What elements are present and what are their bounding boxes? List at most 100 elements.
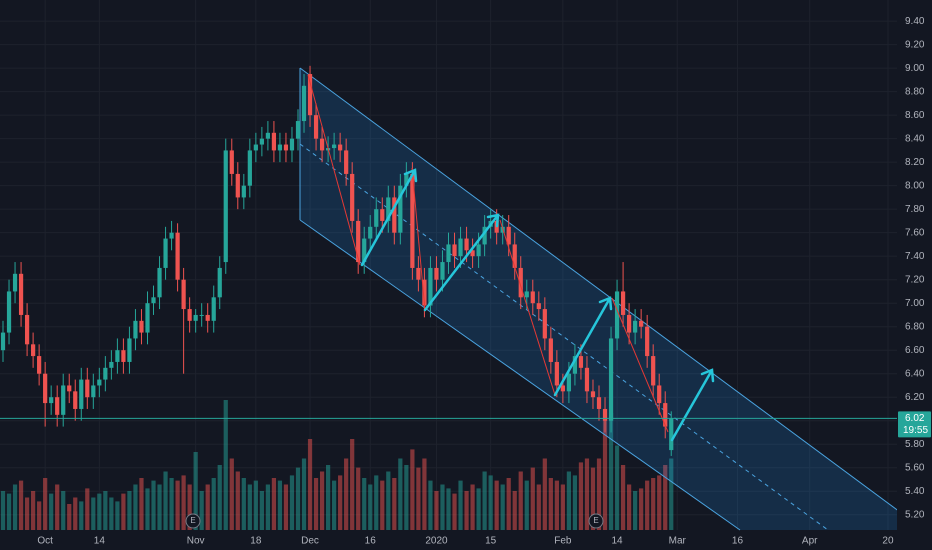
candle-body [259, 138, 264, 145]
volume-bar [139, 478, 144, 530]
candle-body [639, 320, 644, 327]
candle-body [602, 408, 608, 421]
candle-body [554, 361, 559, 386]
y-tick-label: 7.00 [905, 298, 925, 309]
candle-body [614, 291, 620, 339]
volume-bar [669, 458, 674, 530]
x-tick-label: Apr [802, 536, 818, 547]
candle-body [187, 309, 192, 321]
candles [0, 65, 674, 456]
candle-body [211, 297, 216, 321]
candle-body [43, 373, 48, 404]
candle-body [398, 185, 403, 233]
volume-bar [500, 484, 505, 530]
volume-bar [307, 439, 313, 530]
volume-bar [73, 497, 78, 530]
volume-bar [380, 480, 385, 530]
volume-bar [332, 480, 337, 530]
candle-body [356, 220, 361, 263]
candle-body [229, 150, 234, 174]
volume-bar [259, 491, 264, 530]
candle-body [560, 385, 565, 392]
volume-bar [344, 458, 349, 530]
candle-body [645, 326, 650, 357]
candle-body [476, 244, 481, 257]
candle-body [428, 267, 433, 306]
volume-bar [626, 484, 632, 530]
volume-bar [663, 465, 668, 530]
candle-body [338, 144, 343, 151]
volume-bar [560, 484, 565, 530]
y-tick-label: 5.60 [905, 462, 925, 473]
volume-bar [157, 484, 162, 530]
volume-bar [578, 462, 584, 530]
price-tag [898, 411, 931, 438]
volume-bar [392, 478, 397, 530]
y-tick-label: 7.80 [905, 204, 925, 215]
candle-body [392, 197, 397, 233]
volume-bar [37, 501, 42, 530]
volume-bar [67, 504, 72, 530]
candle-body [548, 338, 553, 362]
y-tick-label: 8.40 [905, 133, 925, 144]
volume-bar [608, 413, 614, 530]
volume-bar [506, 478, 511, 530]
volume-bar [633, 491, 638, 530]
axes: 5.205.405.605.806.006.206.406.606.807.00… [37, 16, 931, 547]
candle-body [380, 209, 385, 221]
zigzag [307, 74, 669, 433]
candle-body [205, 314, 210, 321]
volume-bar [404, 465, 409, 530]
x-tick-label: Feb [554, 536, 572, 547]
candle-body [31, 344, 36, 357]
candle-body [97, 379, 102, 386]
volume-bar [175, 480, 180, 530]
candle-body [319, 138, 325, 151]
y-tick-label: 6.40 [905, 368, 925, 379]
candle-body [85, 379, 90, 398]
volume-bar [277, 480, 283, 530]
volume-bar [79, 501, 84, 530]
candle-body [572, 356, 578, 374]
volume-bar [590, 467, 596, 530]
volume-bar [374, 475, 379, 530]
volume-bar [362, 478, 367, 530]
candle-body [657, 385, 662, 404]
x-tick-label: 16 [365, 536, 377, 547]
candle-body [590, 391, 596, 398]
candle-body [422, 279, 427, 306]
volume-bar [127, 491, 132, 530]
volume-bar [199, 491, 204, 530]
event-marker [588, 513, 604, 529]
candle-body [0, 332, 6, 351]
candle-body [91, 385, 96, 398]
volume-bar [350, 439, 355, 530]
y-tick-label: 9.40 [905, 16, 925, 27]
candle-body [289, 138, 295, 151]
candle-body [584, 367, 590, 392]
candle-body [253, 144, 258, 151]
candle-body [265, 132, 271, 139]
y-tick-label: 8.00 [905, 180, 925, 191]
volume-bar [121, 493, 126, 530]
candle-body [313, 115, 319, 139]
volume-bar [241, 478, 246, 530]
volume-bar [247, 484, 252, 530]
candle-body [416, 267, 421, 280]
candle-body [181, 279, 186, 310]
volume-bar [133, 484, 138, 530]
volume-bar [205, 484, 210, 530]
volume-bar [639, 488, 644, 530]
volume-bar [103, 491, 108, 530]
volume-bar [18, 480, 24, 530]
candle-body [350, 173, 355, 221]
volume-bar [289, 475, 295, 530]
x-tick-label: 20 [882, 536, 894, 547]
candle-body [295, 121, 301, 139]
candle-body [404, 173, 409, 186]
volume-bar [542, 458, 547, 530]
candle-body [530, 291, 535, 304]
candle-body [61, 385, 66, 415]
volume-bar [338, 475, 343, 530]
volume-bar [651, 478, 656, 530]
